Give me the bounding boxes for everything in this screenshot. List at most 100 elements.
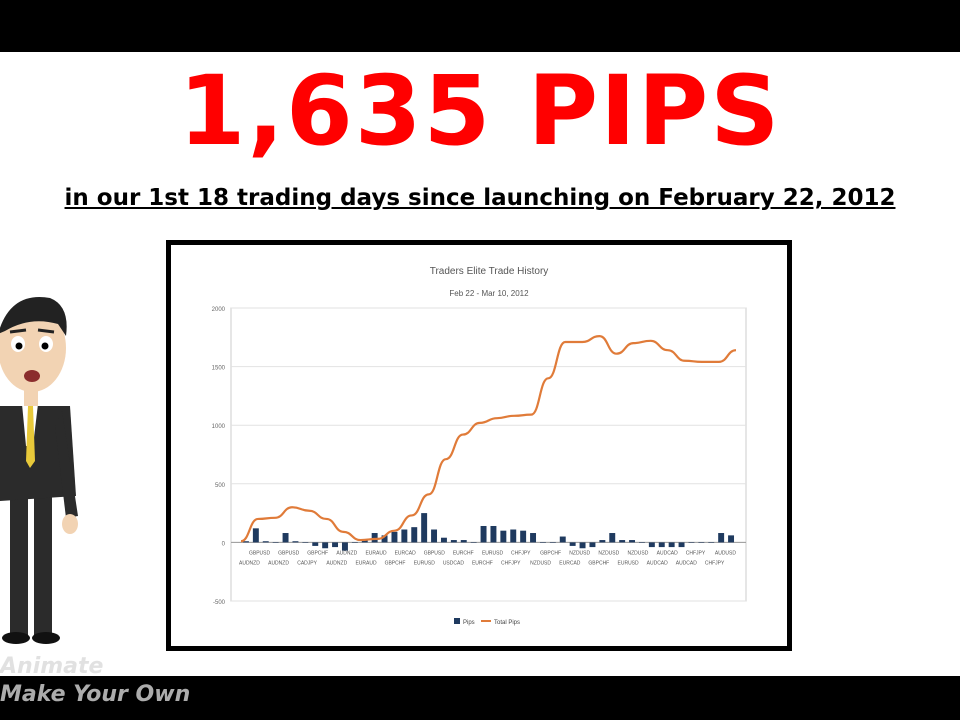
pips-bar: [718, 533, 725, 543]
pips-bar: [569, 542, 576, 546]
pips-bar: [460, 540, 467, 543]
x-tick-label: CHFJPY: [686, 550, 706, 556]
pips-bar: [312, 542, 319, 546]
x-tick-label: GBPUSD: [278, 550, 300, 556]
pips-bar: [391, 531, 398, 543]
pips-bar: [510, 529, 517, 543]
pips-bar: [668, 542, 675, 548]
chart-title: Traders Elite Trade History: [430, 266, 549, 277]
pips-bar: [411, 527, 418, 543]
pips-bar: [252, 528, 259, 543]
pips-bar: [559, 536, 566, 543]
x-tick-label: CADJPY: [297, 560, 317, 566]
x-tick-label: GBPCHF: [307, 550, 328, 556]
legend-label-pips: Pips: [463, 620, 475, 626]
x-tick-label: EURCAD: [395, 550, 417, 556]
bottom-letterbox-bar: [0, 676, 960, 720]
pips-bar: [470, 542, 477, 543]
pips-bar: [728, 535, 735, 543]
chart-canvas: Traders Elite Trade History Feb 22 - Mar…: [212, 266, 747, 626]
pips-bar: [629, 540, 636, 543]
pips-bar: [361, 540, 368, 543]
plot-area: [230, 307, 747, 602]
headline-pips: 1,635 PIPS: [178, 55, 782, 167]
pips-bar: [599, 540, 606, 543]
x-tick-label: AUDNZD: [326, 560, 347, 566]
legend-label-total-pips: Total Pips: [494, 620, 520, 626]
trade-history-chart: Traders Elite Trade History Feb 22 - Mar…: [166, 240, 792, 651]
pips-bar: [530, 533, 537, 543]
pips-bar: [332, 542, 339, 548]
y-tick-label: 2000: [212, 307, 226, 313]
pips-bar: [708, 542, 715, 543]
x-tick-label: CHFJPY: [511, 550, 531, 556]
x-tick-label: NZDUSD: [569, 550, 590, 556]
legend-swatch-pips: [454, 618, 460, 624]
x-tick-label: USDCAD: [443, 560, 465, 566]
pips-bar: [658, 542, 665, 548]
x-tick-label: AUDUSD: [715, 550, 737, 556]
y-tick-label: 500: [215, 483, 226, 489]
x-tick-label: GBPUSD: [424, 550, 446, 556]
pips-bar: [371, 533, 378, 543]
pips-bar: [688, 542, 695, 543]
pips-bar: [292, 541, 299, 543]
watermark-line2: Make Your Own: [0, 682, 191, 707]
pips-bar: [302, 542, 309, 543]
x-tick-label: AUDNZD: [239, 560, 260, 566]
pips-bar: [242, 541, 249, 543]
x-tick-label: GBPUSD: [249, 550, 271, 556]
pips-bar: [351, 542, 358, 543]
pips-bar: [619, 540, 626, 543]
pips-bar: [520, 530, 527, 543]
x-tick-label: AUDCAD: [676, 560, 698, 566]
x-tick-label: EURUSD: [482, 550, 504, 556]
pips-bar: [282, 533, 289, 543]
pips-bar: [579, 542, 586, 549]
pips-bar: [440, 537, 447, 543]
y-tick-label: 1500: [212, 366, 226, 372]
x-tick-label: EURCHF: [472, 560, 493, 566]
watermark-line1: Animate: [0, 654, 104, 679]
pips-bar: [262, 541, 269, 543]
pips-bar: [638, 542, 645, 543]
pips-bar: [549, 542, 556, 543]
pips-bar: [431, 529, 438, 543]
pips-bar-series: [242, 513, 735, 551]
pips-bar: [421, 513, 428, 543]
pips-bar: [698, 542, 705, 543]
y-axis-ticks: 2000 1500 1000 500 0 -500: [212, 307, 226, 606]
pips-bar: [450, 540, 457, 543]
pips-bar: [678, 542, 685, 548]
x-tick-label: EURCHF: [453, 550, 474, 556]
chart-subtitle: Feb 22 - Mar 10, 2012: [449, 289, 529, 298]
pips-bar: [609, 533, 616, 543]
pips-bar: [539, 542, 546, 543]
chart-legend: Pips Total Pips: [454, 618, 520, 626]
pips-bar: [381, 535, 388, 543]
x-tick-label: EURUSD: [618, 560, 640, 566]
x-tick-label: AUDCAD: [647, 560, 669, 566]
x-tick-label: EURAUD: [355, 560, 377, 566]
x-tick-label: EURCAD: [559, 560, 581, 566]
x-tick-label: AUDCAD: [657, 550, 679, 556]
x-tick-label: NZDUSD: [530, 560, 551, 566]
pips-bar: [322, 542, 329, 549]
y-tick-label: 1000: [212, 424, 226, 430]
pips-bar: [490, 525, 497, 543]
x-tick-label: CHFJPY: [705, 560, 725, 566]
x-tick-label: GBPCHF: [540, 550, 561, 556]
x-tick-label: NZDUSD: [598, 550, 619, 556]
pips-bar: [401, 529, 408, 543]
subheadline: in our 1st 18 trading days since launchi…: [64, 185, 896, 211]
y-tick-label: -500: [213, 600, 226, 606]
x-tick-label: GBPCHF: [385, 560, 406, 566]
x-tick-label: GBPCHF: [588, 560, 609, 566]
pips-bar: [648, 542, 655, 548]
x-tick-label: EURUSD: [414, 560, 436, 566]
presenter-character-icon: [0, 297, 78, 644]
pips-bar: [341, 542, 348, 551]
x-axis-labels: GBPUSD AUDNZD GBPUSD AUDNZD GBPCHF CADJPY AUDN…: [239, 550, 736, 566]
total-pips-line-series: [240, 335, 737, 543]
top-letterbox-bar: [0, 0, 960, 52]
